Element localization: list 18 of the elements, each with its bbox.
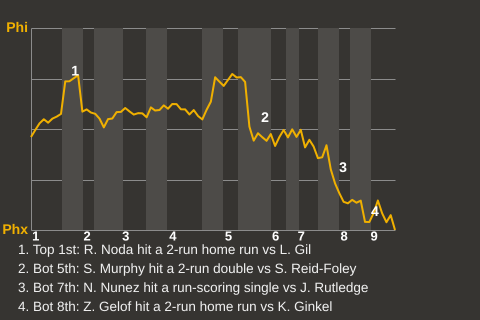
x-tick-label: 6 (272, 228, 280, 244)
x-tick-label: 7 (298, 228, 305, 244)
text: Phx (2, 221, 28, 237)
text: 3. Bot 7th: N. Nunez hit a run-scoring single vs J. Rutledge (18, 279, 368, 297)
x-tick-label: 5 (224, 228, 232, 244)
text: 4. Bot 8th: Z. Gelof hit a 2-run home run vs K. Ginkel (18, 298, 334, 316)
annotation: 1 (71, 62, 80, 78)
text: Phi (6, 19, 28, 35)
x-tick-label: 2 (84, 228, 91, 244)
x-tick-label: 4 (169, 228, 178, 244)
text: 2. Bot 5th: S. Murphy hit a 2-run double vs S. Reid-Foley (18, 260, 358, 278)
annotation: 3 (339, 159, 348, 175)
x-tick-label: 8 (340, 228, 348, 244)
annotation: 2 (261, 109, 270, 125)
x-tick-label: 1 (32, 228, 40, 244)
x-tick-label: 9 (370, 228, 378, 244)
x-tick-label: 3 (122, 228, 130, 244)
text: 1. Top 1st: R. Noda hit a 2-run home run vs L. Gil (18, 242, 312, 257)
